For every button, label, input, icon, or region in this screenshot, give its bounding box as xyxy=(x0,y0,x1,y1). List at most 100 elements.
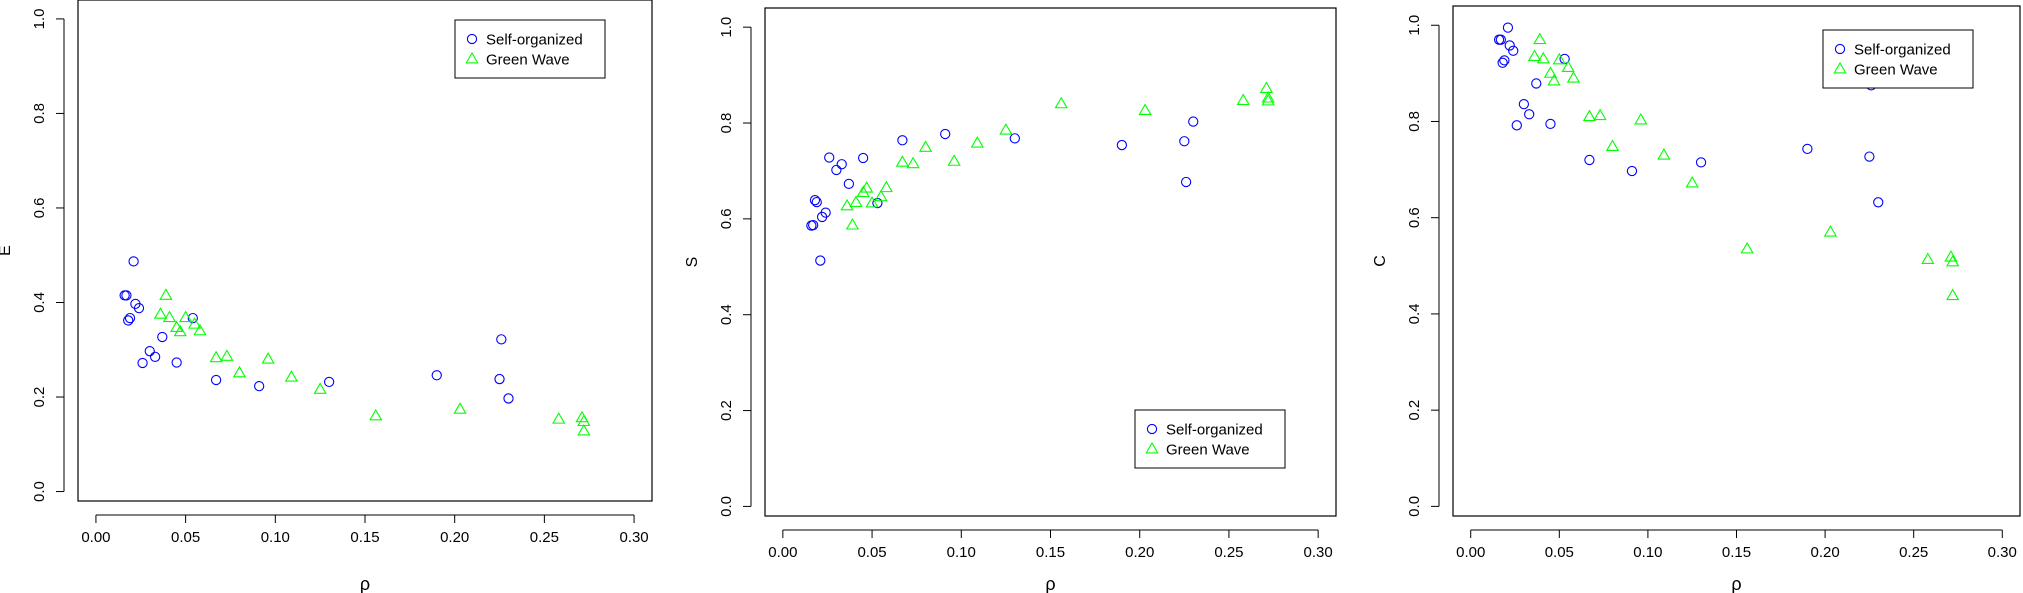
data-point-triangle xyxy=(1566,71,1581,83)
x-tick-label: 0.15 xyxy=(1036,544,1065,561)
data-point-triangle xyxy=(840,198,854,211)
x-tick-label: 0.10 xyxy=(1633,544,1662,561)
data-point-triangle xyxy=(895,155,910,167)
data-point-triangle xyxy=(232,365,247,378)
data-point-triangle xyxy=(906,156,920,169)
legend-marker-circle xyxy=(1146,423,1158,435)
data-point-circle xyxy=(940,128,951,140)
legend-label: Self-organized xyxy=(1166,422,1263,439)
data-point-circle xyxy=(1864,151,1875,162)
data-point-circle xyxy=(323,376,335,388)
data-point-triangle xyxy=(970,136,984,148)
data-point-triangle xyxy=(947,154,961,166)
data-point-circle xyxy=(1502,22,1514,33)
y-tick-label: 0.2 xyxy=(31,387,48,408)
data-point-circle xyxy=(503,393,514,404)
x-axis-label: ρ xyxy=(1731,574,1741,593)
data-point-triangle xyxy=(849,195,863,208)
data-point-triangle xyxy=(1740,241,1754,254)
data-point-circle xyxy=(124,312,136,324)
legend-marker-triangle xyxy=(465,51,479,64)
data-point-triangle xyxy=(1533,32,1547,45)
data-point-triangle xyxy=(860,181,874,193)
data-point-triangle xyxy=(178,310,193,323)
plot-frame xyxy=(1452,5,2021,517)
data-point-triangle xyxy=(845,217,860,230)
data-point-circle xyxy=(171,357,182,368)
y-axis-label: S xyxy=(684,257,701,268)
y-tick-label: 0.6 xyxy=(31,198,48,219)
data-point-triangle xyxy=(453,402,467,414)
data-point-triangle xyxy=(284,370,299,382)
data-point-circle xyxy=(496,334,507,345)
data-point-triangle xyxy=(1605,139,1620,151)
series-2 xyxy=(1527,32,1960,301)
x-axis-label: ρ xyxy=(1045,574,1055,593)
x-tick-label: 0.30 xyxy=(619,529,648,546)
legend-marker-circle xyxy=(466,33,478,45)
data-point-circle xyxy=(1626,165,1638,177)
data-point-circle xyxy=(1873,197,1884,208)
y-tick-label: 0.4 xyxy=(31,292,48,313)
data-point-circle xyxy=(123,315,134,326)
y-tick-label: 0.0 xyxy=(1406,496,1423,517)
data-point-circle xyxy=(1531,78,1542,89)
legend-box xyxy=(1134,409,1286,469)
data-point-triangle xyxy=(1561,60,1575,73)
data-point-circle xyxy=(494,373,505,385)
data-point-triangle xyxy=(1527,49,1542,61)
data-point-circle xyxy=(1584,154,1595,166)
data-point-circle xyxy=(1180,176,1192,188)
data-point-triangle xyxy=(1543,66,1558,78)
data-point-triangle xyxy=(1921,252,1935,265)
chart-panel-2: 0.00 0.05 0.10 0.15 0.20 0.25 0.30 ρ 0.0 0.2 0.4 0.… xyxy=(684,7,1337,593)
x-tick-label: 0.00 xyxy=(768,544,797,561)
data-point-circle xyxy=(831,164,842,176)
x-tick-label: 0.00 xyxy=(81,529,110,546)
data-point-circle xyxy=(1504,40,1515,51)
data-point-circle xyxy=(808,219,819,231)
y-tick-label: 0.8 xyxy=(1406,111,1423,132)
data-point-triangle xyxy=(220,349,234,361)
data-point-triangle xyxy=(159,288,173,300)
x-tick-label: 0.05 xyxy=(171,529,200,546)
data-point-triangle xyxy=(1552,52,1566,65)
data-point-circle xyxy=(811,196,822,208)
x-tick-label: 0.00 xyxy=(1456,544,1485,561)
data-point-circle xyxy=(121,290,132,301)
data-point-triangle xyxy=(187,317,202,329)
legend: Self-organized Green Wave xyxy=(454,19,606,79)
series-1 xyxy=(119,256,514,404)
data-point-triangle xyxy=(162,310,177,323)
chart-panel-3: 0.00 0.05 0.10 0.15 0.20 0.25 0.30 ρ 0.0 0.2 0.4 0.… xyxy=(1372,5,2021,593)
series-1 xyxy=(806,116,1199,266)
data-point-triangle xyxy=(865,195,879,208)
data-point-triangle xyxy=(1236,93,1250,105)
y-tick-label: 0.4 xyxy=(718,304,735,325)
data-point-circle xyxy=(843,178,855,190)
y-tick-label: 0.4 xyxy=(1406,303,1423,324)
data-point-triangle xyxy=(1261,90,1275,103)
data-point-triangle xyxy=(1261,93,1275,106)
data-point-triangle xyxy=(261,352,275,364)
data-point-triangle xyxy=(1946,288,1960,301)
data-point-triangle xyxy=(1657,148,1671,160)
x-tick-label: 0.10 xyxy=(261,529,290,546)
data-point-triangle xyxy=(874,189,888,202)
data-point-circle xyxy=(1695,157,1707,168)
legend: Self-organized Green Wave xyxy=(1822,29,1974,89)
data-point-circle xyxy=(1518,99,1530,110)
y-axis-label: E xyxy=(0,245,14,256)
y-tick-label: 0.0 xyxy=(718,496,735,517)
data-point-circle xyxy=(857,152,869,164)
data-point-triangle xyxy=(577,423,591,436)
legend-marker-triangle xyxy=(1145,441,1159,454)
data-point-triangle xyxy=(1593,108,1607,121)
x-tick-label: 0.20 xyxy=(1125,544,1154,561)
data-point-circle xyxy=(1179,136,1190,147)
data-point-triangle xyxy=(1823,225,1838,237)
legend-box xyxy=(1822,29,1974,89)
x-axis-label: ρ xyxy=(360,574,370,593)
data-point-circle xyxy=(1802,143,1813,155)
data-point-circle xyxy=(1497,57,1508,68)
